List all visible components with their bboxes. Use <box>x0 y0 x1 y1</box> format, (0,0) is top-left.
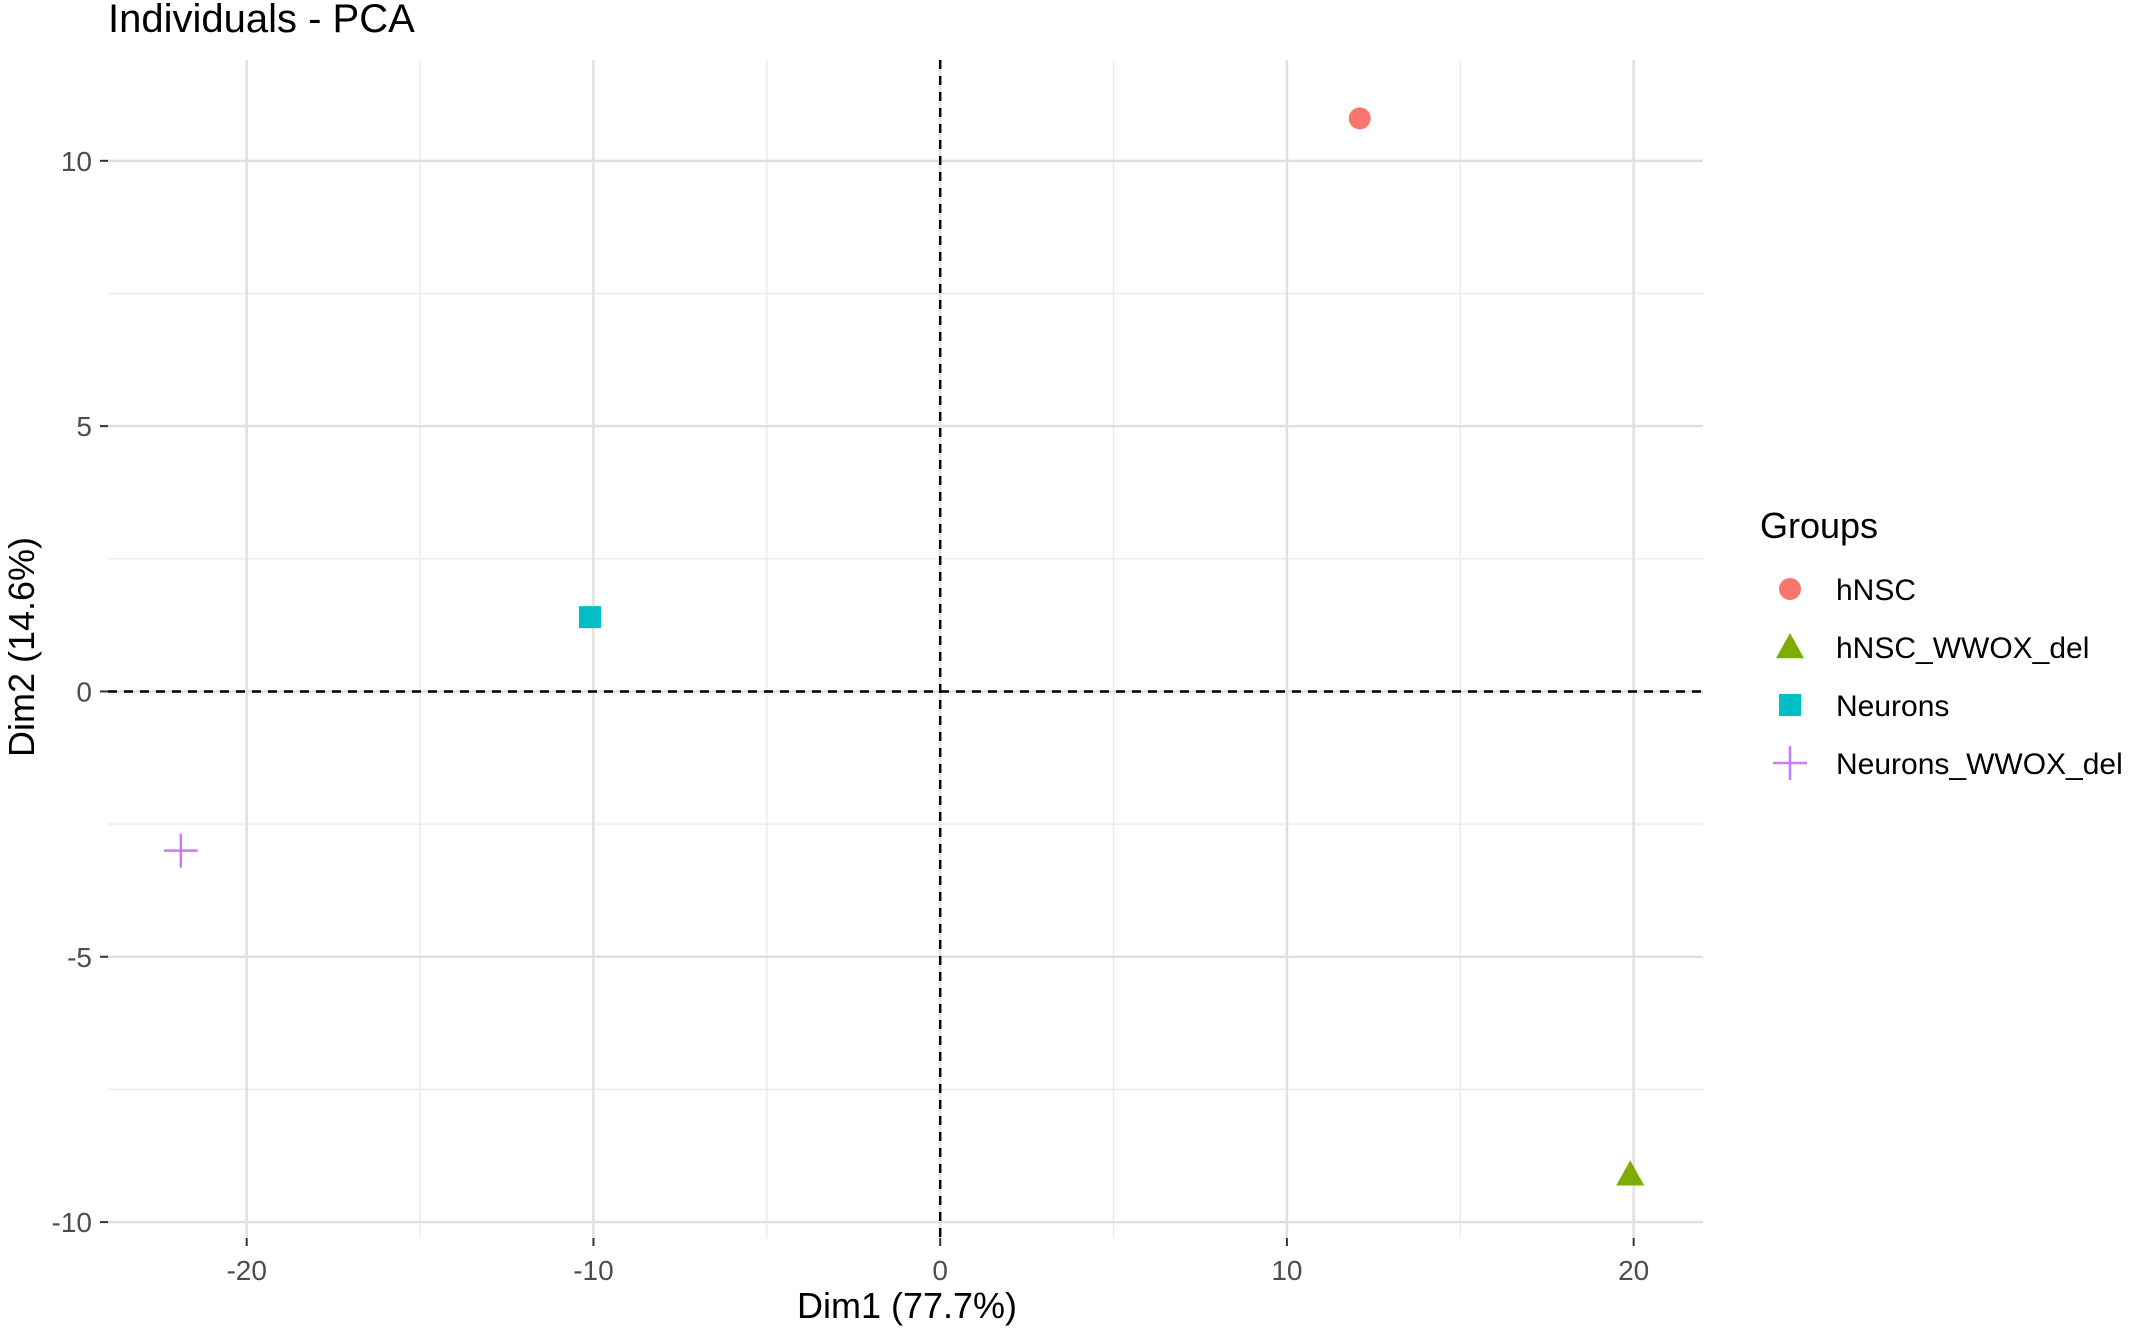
x-tick-label: 10 <box>1271 1255 1302 1286</box>
legend-key-hnsc <box>1779 578 1801 600</box>
y-axis-title: Dim2 (14.6%) <box>1 537 42 757</box>
data-points <box>163 107 1645 1186</box>
legend-label: hNSC <box>1836 574 1916 607</box>
chart-title: Individuals - PCA <box>108 0 415 41</box>
legend-key-hnsc-wwox-del <box>1776 633 1804 659</box>
y-tick-label: -5 <box>67 942 92 973</box>
x-tick-label: 20 <box>1618 1255 1649 1286</box>
legend: Groups hNSC hNSC_WWOX_del Neurons Neurons_W… <box>1760 505 2123 781</box>
y-tick-label: 5 <box>76 411 92 442</box>
y-axis-ticks: -10 -5 0 5 10 <box>52 146 108 1238</box>
legend-title: Groups <box>1760 505 1878 546</box>
grid-lines <box>108 60 1703 1238</box>
x-axis-ticks: -20 -10 0 10 20 <box>226 1238 1649 1286</box>
x-tick-label: -10 <box>573 1255 613 1286</box>
x-tick-label: -20 <box>226 1255 266 1286</box>
reference-lines <box>108 60 1703 1238</box>
y-tick-label: 10 <box>61 146 92 177</box>
legend-key-neurons-wwox-del <box>1773 746 1807 780</box>
data-point-hnsc <box>1348 107 1371 130</box>
x-axis-title: Dim1 (77.7%) <box>797 1285 1017 1326</box>
legend-label: hNSC_WWOX_del <box>1836 632 2089 665</box>
data-point-neurons <box>578 606 601 629</box>
y-tick-label: -10 <box>52 1207 92 1238</box>
y-tick-label: 0 <box>76 676 92 707</box>
data-point-neurons-wwox-del <box>163 833 198 868</box>
legend-label: Neurons_WWOX_del <box>1836 748 2123 781</box>
data-point-hnsc-wwox-del <box>1616 1160 1645 1186</box>
x-tick-label: 0 <box>932 1255 948 1286</box>
legend-key-neurons <box>1779 694 1801 716</box>
legend-label: Neurons <box>1836 690 1949 723</box>
